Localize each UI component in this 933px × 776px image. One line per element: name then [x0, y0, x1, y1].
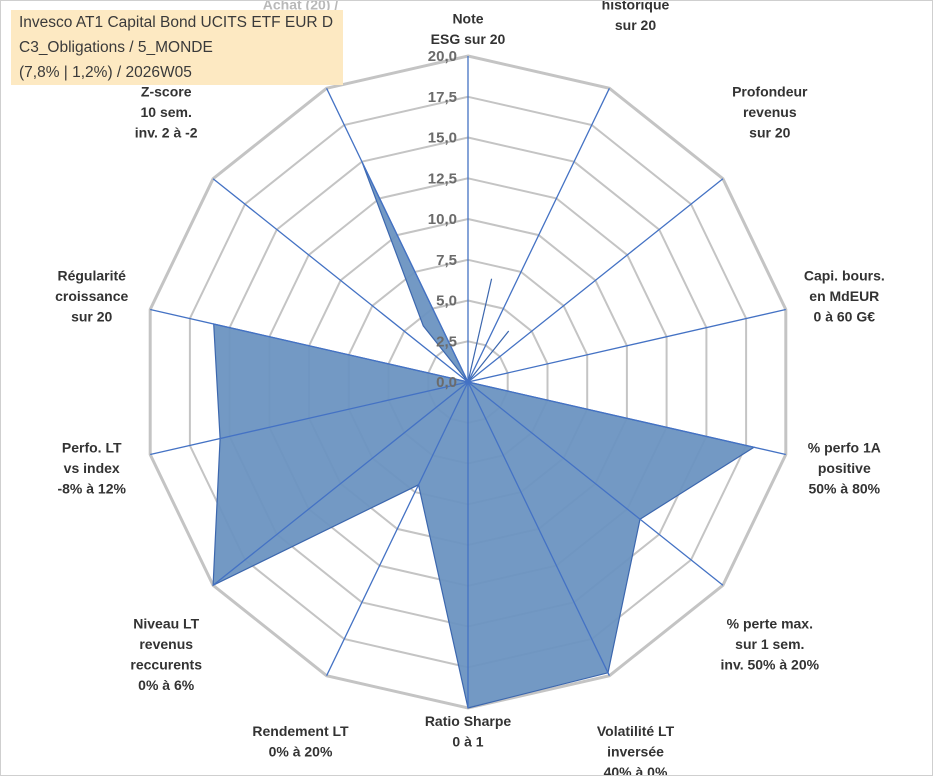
tick-label: 0,0: [436, 374, 457, 391]
axis-label: 0 à 1: [452, 734, 483, 750]
axis-label: 10 sem.: [141, 104, 192, 120]
axis-label: 50% à 80%: [808, 480, 880, 496]
tick-label: 12,5: [428, 170, 457, 187]
axis-label: inversée: [607, 743, 664, 759]
axis-label: vs index: [64, 460, 120, 476]
axis-label: positive: [818, 460, 871, 476]
axis-spoke: [150, 381, 469, 456]
tick-label: 5,0: [436, 293, 457, 310]
axis-label: 0% à 20%: [269, 743, 333, 759]
axis-label: en MdEUR: [809, 288, 879, 304]
axis-label: sur 20: [71, 309, 112, 325]
axis-label: -8% à 12%: [57, 480, 126, 496]
axis-spoke: [467, 88, 610, 383]
axis-spoke: [212, 178, 469, 383]
axis-label: Rendement LT: [252, 723, 349, 739]
axis-spoke: [467, 308, 786, 383]
axis-label: Capi. bours.: [804, 268, 885, 284]
axis-label: Achat (20) /: [263, 1, 339, 13]
axis-label: % perfo 1A: [808, 439, 881, 455]
axis-label: Niveau LT: [133, 616, 199, 632]
axis-label: 0% à 6%: [138, 677, 195, 693]
axis-label: Régularité: [57, 268, 126, 284]
axis-label: 0 à 60 G€: [814, 309, 876, 325]
axis-label: reccurents: [130, 657, 202, 673]
axis-label: ESG sur 20: [431, 31, 506, 47]
axis-spoke: [467, 381, 786, 456]
axis-label: Z-score: [141, 83, 192, 99]
title-line-1: Invesco AT1 Capital Bond UCITS ETF EUR D: [19, 14, 334, 31]
axis-label: inv. 50% à 20%: [721, 657, 820, 673]
axis-label: sur 1 sem.: [735, 636, 804, 652]
axis-label: Note: [452, 11, 483, 27]
tick-label: 20,0: [428, 48, 457, 65]
title-line-3: (7,8% | 1,2%) / 2026W05: [19, 64, 192, 81]
axis-label: Volatilité LT: [597, 723, 675, 739]
axis-spoke: [150, 308, 469, 383]
axis-label: revenus: [139, 636, 193, 652]
axis-label: historique: [602, 1, 670, 13]
axis-spoke: [326, 381, 469, 676]
axis-label: revenus: [743, 104, 797, 120]
axis-label: sur 20: [615, 17, 656, 33]
tick-label: 7,5: [436, 252, 457, 269]
title-box: Invesco AT1 Capital Bond UCITS ETF EUR D…: [11, 10, 343, 85]
tick-label: 10,0: [428, 211, 457, 228]
axis-spoke: [467, 381, 610, 676]
axis-label: 40% à 0%: [604, 764, 668, 775]
axis-label: croissance: [55, 288, 128, 304]
axis-label: sur 20: [749, 124, 790, 140]
axis-spoke: [467, 381, 724, 586]
axis-spoke: [467, 178, 724, 383]
tick-label: 15,0: [428, 130, 457, 147]
axis-label: inv. 2 à -2: [135, 124, 198, 140]
tick-label: 17,5: [428, 89, 457, 106]
title-line-2: C3_Obligations / 5_MONDE: [19, 39, 213, 56]
axis-label: Profondeur: [732, 83, 808, 99]
tick-label: 2,5: [436, 333, 457, 350]
axis-spoke: [212, 381, 469, 586]
axis-label: Ratio Sharpe: [425, 713, 512, 729]
axis-label: Perfo. LT: [62, 439, 122, 455]
axis-spoke: [326, 88, 469, 383]
axis-label: % perte max.: [727, 616, 813, 632]
